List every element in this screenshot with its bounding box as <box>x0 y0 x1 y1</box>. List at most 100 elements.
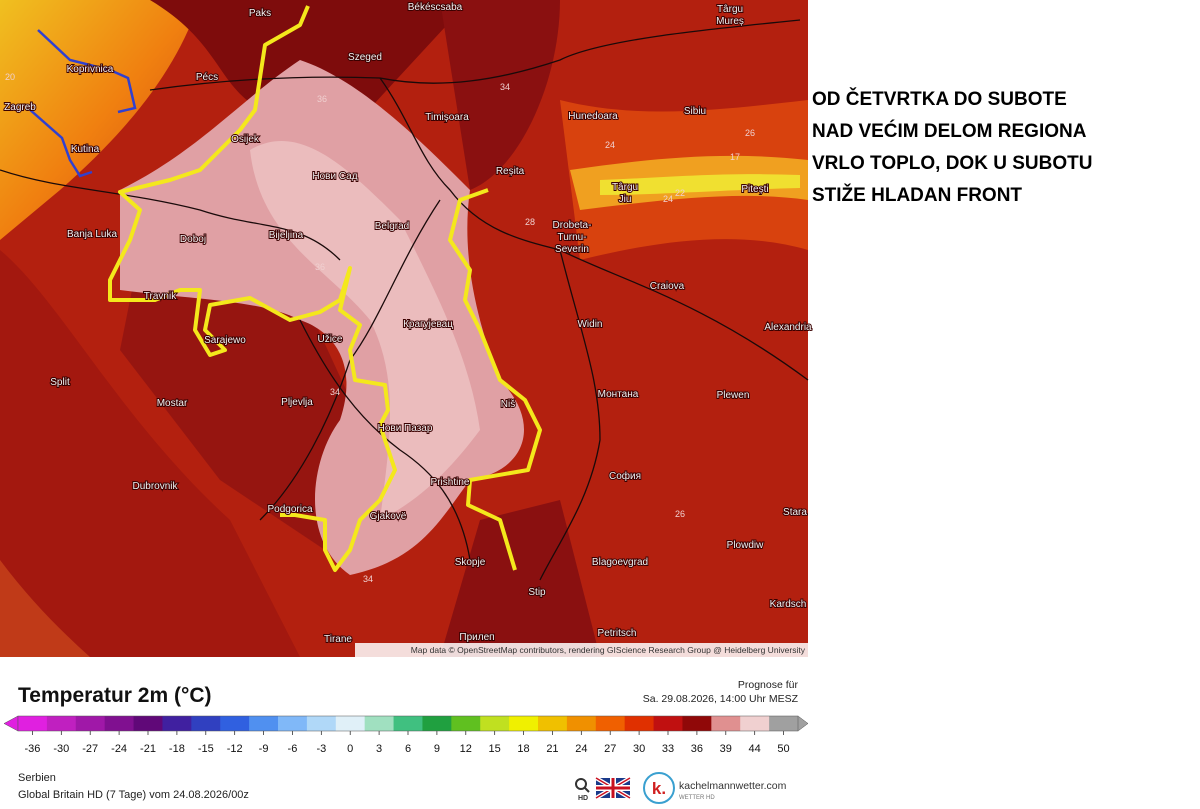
city-label: Doboj <box>180 234 206 245</box>
colorbar-label: 50 <box>777 743 789 755</box>
colorbar-segment <box>682 716 712 731</box>
colorbar-segment <box>46 716 77 731</box>
colorbar-label: -27 <box>82 743 98 755</box>
city-label: Drobeta- <box>553 220 592 231</box>
city-label: Hunedoara <box>568 111 618 122</box>
contour-label: 28 <box>525 217 535 227</box>
city-label: Travnik <box>144 291 177 302</box>
city-label: Alexandria <box>764 322 812 333</box>
city-label: Bijeljina <box>269 230 304 241</box>
city-label: Reșita <box>496 166 525 177</box>
colorbar-segment <box>364 716 395 731</box>
colorbar: -36 -30 -27 -24 -21 -18 -15 -12 -9 -6 -3 0 3 6 9 12 15 18… <box>3 715 809 755</box>
contour-label: 22 <box>675 188 685 198</box>
colorbar-label: -3 <box>316 743 326 755</box>
forecast-time: Sa. 29.08.2026, 14:00 Uhr MESZ <box>643 693 799 705</box>
colorbar-segment <box>104 716 135 731</box>
colorbar-label: -21 <box>140 743 156 755</box>
colorbar-segment <box>335 716 366 731</box>
city-label: Pécs <box>196 72 218 83</box>
colorbar-segment <box>220 716 250 731</box>
colorbar-label: -36 <box>24 743 40 755</box>
city-label: Osijek <box>231 134 260 145</box>
city-label: Koprivnica <box>67 64 114 75</box>
blue-front <box>27 29 137 178</box>
contour-label: 36 <box>315 262 325 272</box>
headline-line: VRLO TOPLO, DOK U SUBOTU <box>812 153 1093 174</box>
city-label: Niš <box>501 399 515 410</box>
contour-label: 17 <box>730 152 740 162</box>
colorbar-label: 9 <box>434 743 440 755</box>
colorbar-segment <box>595 716 626 731</box>
city-label: Kutina <box>71 144 100 155</box>
city-label: Paks <box>249 8 271 19</box>
city-label: Крагујевац <box>403 319 453 330</box>
city-label: Békéscsaba <box>408 2 463 13</box>
city-label: Kardsch <box>770 599 807 610</box>
city-label: Pljevlja <box>281 397 313 408</box>
colorbar-label: 33 <box>662 743 674 755</box>
logo-letter: k. <box>652 779 666 798</box>
colorbar-label: 24 <box>575 743 587 755</box>
city-label: Нови Пазар <box>378 423 433 434</box>
attribution: Map data © OpenStreetMap contributors, r… <box>411 645 806 655</box>
city-label: Blagoevgrad <box>592 557 648 568</box>
colorbar-label: 3 <box>376 743 382 755</box>
colorbar-cap <box>797 715 809 732</box>
city-label: Petritsch <box>598 628 637 639</box>
contour-label: 24 <box>605 140 615 150</box>
contour-label: 24 <box>663 194 673 204</box>
colorbar-label: 21 <box>546 743 558 755</box>
city-label: Zagreb <box>4 102 36 113</box>
colorbar-segment <box>249 716 279 731</box>
colorbar-label: 39 <box>720 743 732 755</box>
colorbar-label: -12 <box>227 743 243 755</box>
search-icon[interactable]: HD <box>575 778 590 802</box>
city-label: Jiu <box>619 194 632 205</box>
colorbar-label: -6 <box>288 743 298 755</box>
city-label: Szeged <box>348 52 382 63</box>
hd-label: HD <box>578 795 588 802</box>
headline-line: STIŽE HLADAN FRONT <box>812 185 1023 206</box>
contour-label: 36 <box>317 94 327 104</box>
contour-label: 34 <box>330 387 340 397</box>
contour-label: 34 <box>363 574 373 584</box>
city-label: Pitești <box>741 184 768 195</box>
model: Global Britain HD (7 Tage) vom 24.08.202… <box>18 789 249 801</box>
headline: OD ČETVRTKA DO SUBOTE NAD VEĆIM DELOM RE… <box>812 84 1092 212</box>
colorbar-segment <box>278 716 308 731</box>
city-label: Mostar <box>157 398 188 409</box>
colorbar-segment <box>509 716 539 731</box>
city-label: Plewen <box>717 390 750 401</box>
city-label: Severin <box>555 244 589 255</box>
uk-flag[interactable] <box>594 776 632 800</box>
city-label: Split <box>50 377 70 388</box>
attribution-bg <box>355 643 808 657</box>
colorbar-label: -15 <box>198 743 214 755</box>
city-label: Stip <box>528 587 546 598</box>
logo-site: kachelmannwetter.com <box>679 780 787 792</box>
colorbar-segment <box>393 716 423 731</box>
contour-label: 34 <box>500 82 510 92</box>
city-label: Монтана <box>598 389 639 400</box>
city-label: Plowdiw <box>727 540 764 551</box>
colorbar-label: -18 <box>169 743 185 755</box>
city-label: Widin <box>577 319 602 330</box>
city-label: София <box>609 470 641 482</box>
colorbar-segment <box>480 716 510 731</box>
colorbar-segment <box>162 716 192 731</box>
colorbar-label: 44 <box>749 743 761 755</box>
colorbar-segment <box>740 716 770 731</box>
city-label: Prishtine <box>431 477 470 488</box>
city-label: Târgu <box>612 182 638 193</box>
city-label: Tirane <box>324 634 352 645</box>
colorbar-segment <box>18 716 48 731</box>
region: Serbien <box>18 772 56 784</box>
logo[interactable]: k. kachelmannwetter.com WETTER HD <box>643 772 787 804</box>
colorbar-frame <box>17 715 799 732</box>
city-label: Dubrovnik <box>132 481 178 492</box>
city-label: Târgu <box>717 4 743 15</box>
